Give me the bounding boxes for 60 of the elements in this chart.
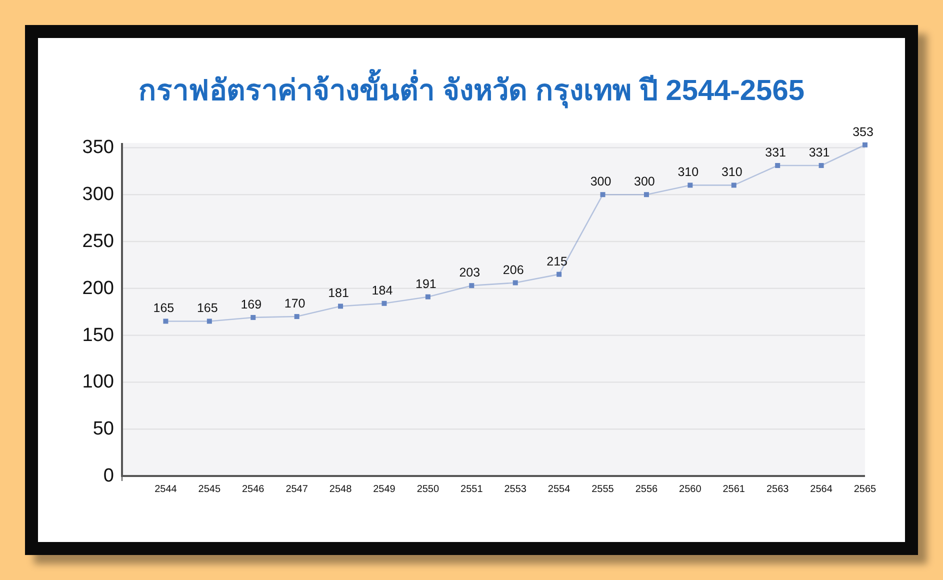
data-label: 165: [153, 301, 174, 316]
point: [382, 300, 387, 306]
x-tick-label: 2548: [329, 484, 352, 495]
point: [206, 318, 212, 324]
point: [644, 192, 649, 198]
data-label: 206: [502, 262, 524, 277]
x-tick-label: 2547: [286, 484, 308, 495]
data-label: 169: [240, 297, 262, 312]
data-label: 353: [852, 124, 874, 139]
point: [862, 142, 868, 148]
data-label: 310: [678, 165, 699, 180]
point: [556, 272, 562, 277]
chart-title: กราฟอัตราค่าจ้างขั้นต่ำ จังหวัด กรุงเทพ ปี 2544-2565: [138, 68, 804, 108]
x-tick-label: 2565: [854, 484, 877, 495]
data-label: 184: [372, 283, 393, 298]
data-label: 300: [634, 174, 655, 189]
x-tick-label: 2564: [810, 484, 833, 495]
x-tick-label: 2555: [592, 484, 614, 495]
point: [775, 163, 780, 168]
point: [338, 304, 344, 309]
x-tick-label: 2549: [373, 484, 396, 495]
point: [425, 294, 430, 300]
y-tick-label: 50: [92, 418, 114, 440]
point: [600, 192, 606, 198]
point: [250, 314, 256, 320]
x-tick-label: 2545: [198, 484, 221, 495]
x-tick-label: 2556: [635, 484, 658, 495]
x-tick-label: 2560: [679, 484, 702, 495]
y-tick-label: 0: [103, 466, 114, 486]
point: [163, 318, 168, 324]
y-tick-label: 250: [82, 230, 114, 252]
data-label: 331: [808, 146, 830, 160]
data-label: 181: [328, 286, 350, 300]
y-tick-label: 100: [82, 372, 114, 393]
y-tick-label: 350: [82, 137, 114, 158]
x-tick-label: 2554: [548, 484, 571, 495]
point: [731, 182, 736, 188]
point: [294, 314, 300, 320]
x-tick-label: 2546: [242, 484, 265, 495]
point: [469, 283, 474, 288]
y-tick-label: 200: [82, 278, 114, 299]
data-label: 191: [416, 276, 436, 291]
point: [818, 163, 824, 168]
y-tick-label: 300: [82, 184, 114, 206]
data-label: 215: [546, 254, 568, 268]
data-label: 170: [284, 296, 306, 311]
data-label: 331: [765, 146, 786, 160]
data-label: 310: [721, 165, 742, 180]
data-label: 203: [459, 266, 480, 280]
y-tick-label: 150: [82, 324, 114, 346]
x-tick-label: 2551: [460, 484, 484, 495]
x-tick-label: 2553: [504, 484, 527, 495]
point: [688, 182, 693, 188]
data-label: 165: [196, 301, 218, 316]
x-tick-label: 2563: [766, 484, 790, 495]
data-label: 300: [590, 174, 612, 189]
x-tick-label: 2544: [154, 484, 178, 495]
x-tick-label: 2550: [416, 484, 440, 495]
x-tick-label: 2561: [722, 484, 746, 495]
point: [512, 280, 518, 286]
